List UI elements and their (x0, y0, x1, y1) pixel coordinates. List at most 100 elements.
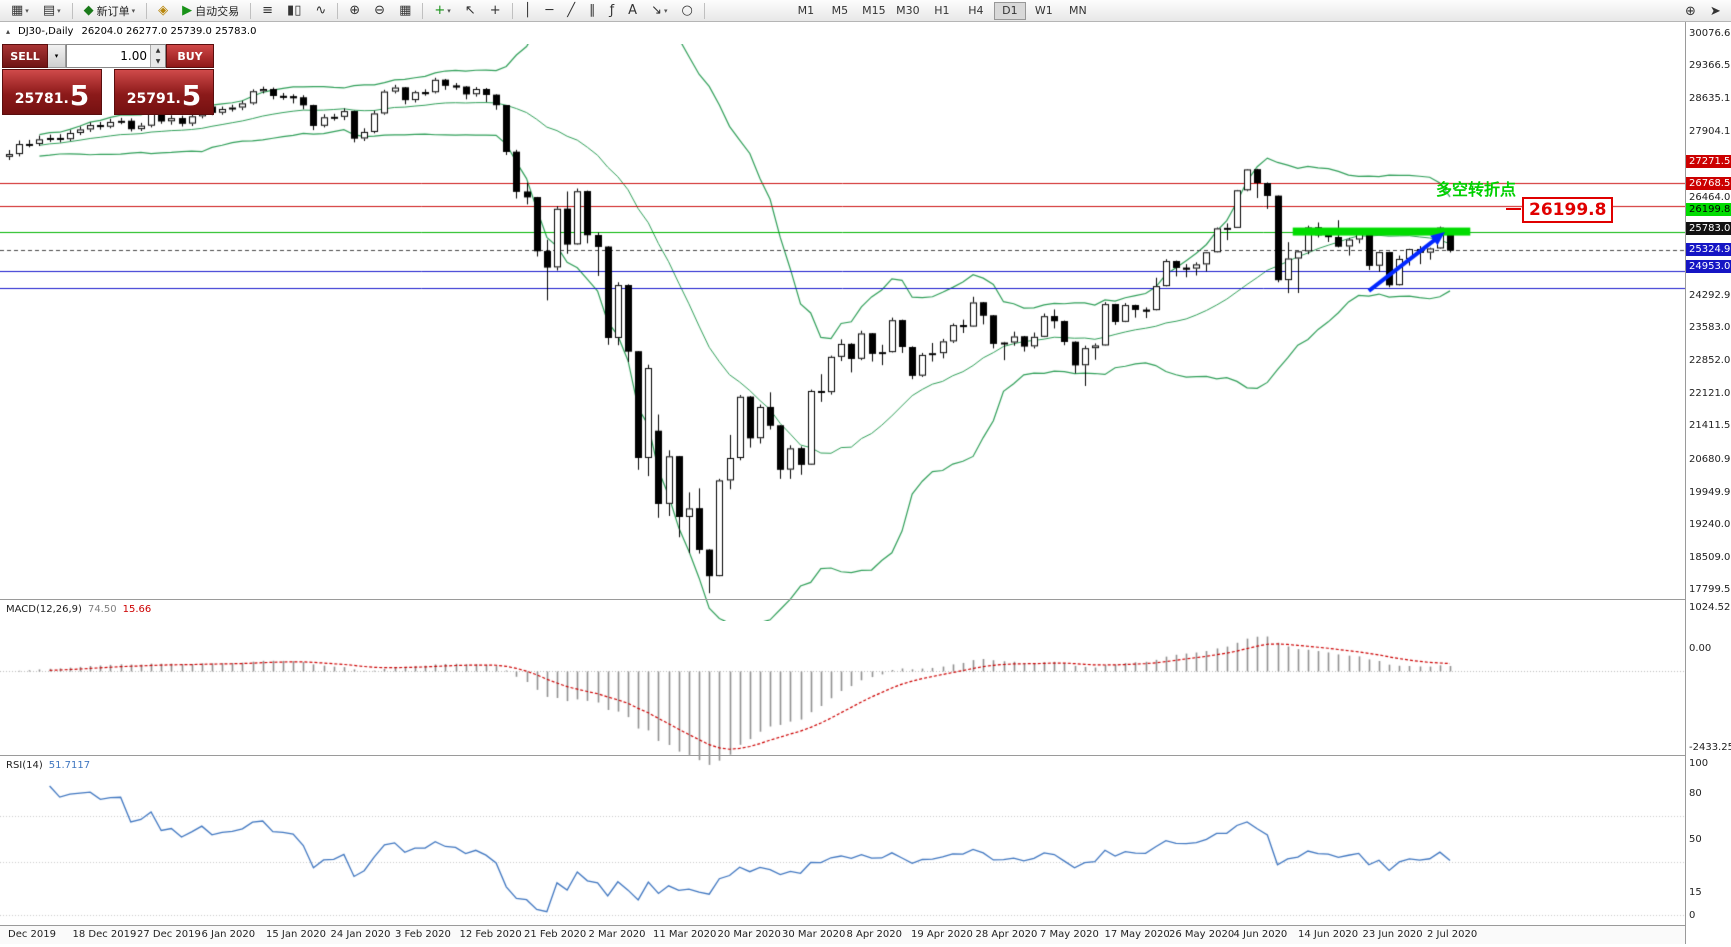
toolbar-separator (422, 2, 424, 19)
macd-axis-label: 0.00 (1689, 643, 1712, 655)
buy-price-display[interactable]: 25791. 5 (114, 69, 214, 115)
rsi-name: RSI(14) (6, 760, 43, 771)
price-line-badge: 27271.5 (1686, 154, 1731, 168)
volume-steppers: ▲ ▼ (150, 45, 165, 67)
rsi-panel-canvas[interactable] (0, 778, 1685, 947)
toolbar-separator (250, 2, 252, 19)
date-axis-label: 17 May 2020 (1104, 929, 1170, 940)
price-axis-label: 29366.5 (1689, 60, 1731, 72)
toolbar-separator (71, 2, 73, 19)
pointer-tool-icon[interactable]: ➤ (1709, 3, 1721, 19)
dropdown-caret-icon[interactable]: ▾ (57, 6, 61, 15)
price-flag-dash (1506, 208, 1521, 210)
horizontal-line-icon[interactable]: ─ (545, 3, 554, 18)
text-icon[interactable]: A (628, 3, 638, 18)
profiles-icon[interactable]: ▤ ▾ (42, 3, 61, 18)
rsi-axis-label: 50 (1689, 834, 1702, 845)
timeframe-M1[interactable]: M1 (797, 3, 815, 17)
price-axis-label: 24292.9 (1689, 289, 1731, 301)
chart-expand-icon[interactable]: ▴ (6, 27, 11, 36)
buy-button[interactable]: BUY (166, 44, 214, 68)
date-axis-label: 19 Apr 2020 (911, 929, 973, 940)
price-flag-label[interactable]: 26199.8 (1522, 197, 1614, 223)
trendline-icon[interactable]: ╱ (567, 3, 576, 18)
metaeditor-icon[interactable]: ◈ (158, 3, 169, 18)
line-chart-icon[interactable]: ∿ (315, 3, 327, 18)
date-axis-label: 8 Apr 2020 (846, 929, 902, 940)
toolbar: ▦ ▾ ▤ ▾ ◆ 新订单 ▾ ◈ ▶ 自动交易 ≡ ▮▯ ∿ ⊕ ⊖ ▦ + ▾ ↖ + │ ─ ╱ ∥ ƒ A ↘ ▾ ○ M1 M5… (0, 0, 1731, 22)
dropdown-caret-icon[interactable]: ▾ (131, 6, 136, 15)
timeframe-M30[interactable]: M30 (896, 3, 920, 17)
shapes-icon[interactable]: ○ (681, 3, 693, 18)
timeframe-D1[interactable]: D1 (993, 1, 1026, 20)
timeframe-W1[interactable]: W1 (1034, 3, 1053, 17)
sell-button[interactable]: SELL (2, 44, 48, 68)
toolbar-separator (146, 2, 148, 19)
date-axis-label: 2 Mar 2020 (588, 929, 646, 940)
volume-up-button[interactable]: ▲ (151, 45, 165, 56)
crosshair-icon[interactable]: + (489, 3, 501, 18)
timeframe-H4[interactable]: H4 (968, 3, 984, 17)
timeframe-M5[interactable]: M5 (831, 3, 849, 17)
main-chart-canvas[interactable] (0, 44, 1685, 621)
equidistant-channel-icon[interactable]: ∥ (589, 3, 596, 18)
timeframe-MN[interactable]: MN (1068, 3, 1087, 17)
turning-point-annotation: 多空转折点 (1436, 180, 1517, 199)
price-line-badge: 25783.0 (1686, 221, 1731, 235)
sell-price-main: 25781. (14, 91, 69, 107)
timeframe-toolbar: M1 M5 M15 M30 H1 H4 D1 W1 MN (789, 1, 1095, 20)
date-axis-label: 11 Mar 2020 (653, 929, 717, 940)
candlestick-icon[interactable]: ▮▯ (287, 3, 302, 18)
tile-windows-icon[interactable]: ▦ (399, 3, 412, 18)
price-axis-label: 17799.5 (1689, 584, 1731, 595)
rsi-value: 51.7117 (48, 760, 91, 771)
dropdown-caret-icon[interactable]: ▾ (25, 6, 29, 15)
dropdown-caret-icon[interactable]: ▾ (447, 6, 451, 15)
cursor-icon[interactable]: ↖ (464, 3, 476, 18)
dropdown-caret-icon[interactable]: ▾ (663, 6, 668, 15)
date-axis-label: Dec 2019 (8, 929, 56, 940)
new-order-icon[interactable]: ◆ 新订单 ▾ (83, 3, 136, 18)
new-chart-icon[interactable]: ▦ ▾ (11, 3, 29, 18)
date-axis-label: 28 Apr 2020 (975, 929, 1038, 940)
price-axis[interactable]: 30076.6 29366.5 28635.1 27904.1 26464.0 24292… (1685, 22, 1731, 944)
date-axis[interactable]: Dec 2019 18 Dec 2019 27 Dec 2019 6 Jan 2020… (0, 926, 1685, 944)
date-axis-label: 12 Feb 2020 (459, 929, 522, 940)
price-axis-label: 23583.0 (1689, 322, 1731, 334)
autotrading-icon[interactable]: ▶ 自动交易 (182, 3, 240, 18)
indicators-icon[interactable]: + ▾ (434, 3, 451, 18)
zoom-in-icon[interactable]: ⊕ (349, 3, 361, 18)
volume-input[interactable]: 1.00 (120, 49, 147, 63)
price-axis-label: 19240.0 (1689, 518, 1731, 530)
volume-down-button[interactable]: ▼ (151, 56, 165, 67)
symbol-period-label: DJ30-,Daily (18, 26, 74, 37)
buy-price-main: 25791. (126, 91, 181, 107)
price-axis-label: 22121.0 (1689, 388, 1731, 400)
date-axis-label: 14 Jun 2020 (1298, 929, 1359, 940)
toolbar-separator (703, 2, 705, 19)
toolbar-right: ⊕ ➤ (1678, 1, 1728, 21)
macd-name: MACD(12,26,9) (6, 604, 82, 615)
one-click-trading-panel: SELL ▾ 1.00 ▲ ▼ BUY 25781. 5 25791. 5 (2, 44, 214, 115)
price-line-badge: 26768.5 (1686, 177, 1731, 191)
timeframe-H1[interactable]: H1 (934, 3, 950, 17)
price-line-badge: 26199.8 (1686, 203, 1731, 217)
magnifier-plus-icon[interactable]: ⊕ (1685, 3, 1696, 19)
chart-macd-divider[interactable] (0, 599, 1731, 600)
price-axis-label: 28635.1 (1689, 93, 1731, 105)
arrows-icon[interactable]: ↘ ▾ (651, 3, 668, 18)
sell-price-display[interactable]: 25781. 5 (2, 69, 102, 115)
macd-rsi-divider[interactable] (0, 755, 1731, 756)
price-axis-label: 26464.0 (1689, 191, 1731, 203)
timeframe-M15[interactable]: M15 (862, 3, 886, 17)
price-axis-label: 18509.0 (1689, 551, 1731, 563)
bar-chart-icon[interactable]: ≡ (262, 3, 274, 18)
zoom-out-icon[interactable]: ⊖ (374, 3, 386, 18)
chart-window[interactable] (0, 22, 1685, 947)
date-axis-label: 3 Feb 2020 (395, 929, 451, 940)
order-type-dropdown[interactable]: ▾ (48, 44, 66, 68)
macd-panel-canvas[interactable] (0, 622, 1685, 777)
macd-signal-value: 15.66 (122, 604, 152, 615)
fibonacci-icon[interactable]: ƒ (609, 3, 615, 18)
vertical-line-icon[interactable]: │ (523, 3, 532, 18)
